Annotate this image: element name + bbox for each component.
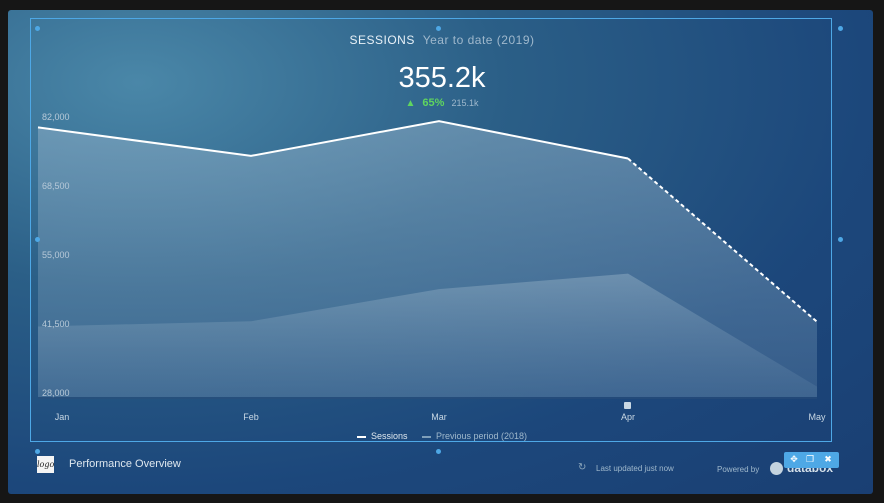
legend-swatch	[356, 435, 366, 438]
resize-handle-right[interactable]	[838, 237, 843, 242]
resize-handle-top-left[interactable]	[35, 26, 40, 31]
x-tick-label: Mar	[431, 412, 447, 422]
legend-item-sessions[interactable]: Sessions	[356, 431, 408, 441]
x-tick-label: May	[808, 412, 826, 422]
legend-label: Sessions	[370, 431, 408, 441]
last-updated: Last updated just now	[596, 464, 674, 473]
databox-logo-icon	[770, 462, 783, 475]
resize-handle-top[interactable]	[436, 26, 441, 31]
delta-percent: 65%	[422, 97, 445, 109]
move-icon[interactable]: ✥	[790, 454, 798, 464]
resize-handle-left[interactable]	[35, 237, 40, 242]
x-tick-label: Apr	[620, 412, 636, 422]
y-tick-label: 68,500	[42, 181, 70, 191]
dashboard-title: Performance Overview	[69, 458, 181, 470]
metric-name: SESSIONS	[349, 33, 415, 47]
chart-legend: Sessions Previous period (2018)	[0, 431, 884, 441]
legend-label: Previous period (2018)	[435, 431, 528, 441]
logo-image: logo	[37, 456, 54, 473]
resize-handle-top-right[interactable]	[838, 26, 843, 31]
y-tick-label: 82,000	[42, 112, 70, 122]
powered-by-label: Powered by	[717, 465, 760, 474]
y-tick-label: 41,500	[42, 319, 70, 329]
widget-title: SESSIONS Year to date (2019)	[0, 33, 884, 47]
refresh-icon: ↻	[578, 462, 587, 473]
copy-icon[interactable]: ❐	[805, 454, 815, 464]
metric-value: 355.2k	[398, 62, 486, 94]
widget-frame[interactable]	[30, 18, 832, 442]
legend-item-previous[interactable]: Previous period (2018)	[421, 431, 528, 441]
sessions-line	[37, 120, 629, 160]
resize-handle-bottom-left[interactable]	[35, 449, 40, 454]
x-tick-label: Jan	[54, 412, 70, 422]
widget-toolbar: ✥ ❐ ✖	[784, 452, 839, 468]
y-tick-label: 28,000	[42, 388, 70, 398]
legend-swatch	[421, 435, 431, 438]
resize-handle-bottom[interactable]	[436, 449, 441, 454]
delta-row: ▲ 65% 215.1k	[0, 97, 884, 109]
previous-period-area	[38, 273, 817, 397]
delete-icon[interactable]: ✖	[824, 454, 832, 464]
date-range[interactable]: Year to date (2019)	[422, 33, 535, 47]
previous-value: 215.1k	[451, 98, 479, 108]
y-tick-label: 55,000	[42, 250, 70, 260]
x-tick-label: Feb	[243, 412, 259, 422]
annotation-icon[interactable]	[624, 402, 631, 409]
up-arrow-icon: ▲	[405, 98, 416, 109]
